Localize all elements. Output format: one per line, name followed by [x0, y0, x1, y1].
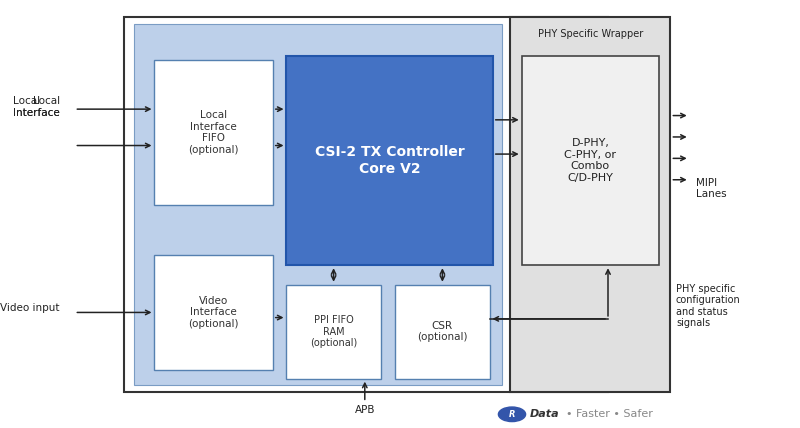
Text: CSR
(optional): CSR (optional) [417, 321, 468, 342]
Bar [134, 24, 502, 385]
Text: PPI FIFO
RAM
(optional): PPI FIFO RAM (optional) [310, 315, 358, 348]
Text: Local
Interface
FIFO
(optional): Local Interface FIFO (optional) [188, 110, 239, 155]
Text: D-PHY,
C-PHY, or
Combo
C/D-PHY: D-PHY, C-PHY, or Combo C/D-PHY [565, 138, 616, 183]
Text: Video
Interface
(optional): Video Interface (optional) [188, 296, 239, 329]
Text: • Faster • Safer: • Faster • Safer [566, 409, 654, 419]
Text: PHY specific
configuration
and status
signals: PHY specific configuration and status si… [676, 284, 741, 328]
Text: PHY Specific Wrapper: PHY Specific Wrapper [538, 29, 643, 39]
Text: APB: APB [354, 405, 375, 415]
Text: Local
Interface: Local Interface [14, 96, 60, 118]
Text: Local
Interface: Local Interface [14, 96, 60, 118]
Text: R: R [509, 410, 515, 419]
Bar [286, 285, 381, 379]
Bar [395, 285, 490, 379]
Text: MIPI
Lanes: MIPI Lanes [696, 178, 726, 199]
Bar [154, 255, 273, 370]
Bar [286, 56, 493, 265]
Bar [522, 56, 659, 265]
Text: CSI-2 TX Controller
Core V2: CSI-2 TX Controller Core V2 [314, 146, 465, 175]
Bar [124, 17, 608, 392]
Text: Data: Data [530, 409, 559, 419]
Bar [510, 17, 670, 392]
Circle shape [498, 407, 526, 422]
Text: Video input: Video input [1, 303, 60, 313]
Bar [154, 60, 273, 205]
